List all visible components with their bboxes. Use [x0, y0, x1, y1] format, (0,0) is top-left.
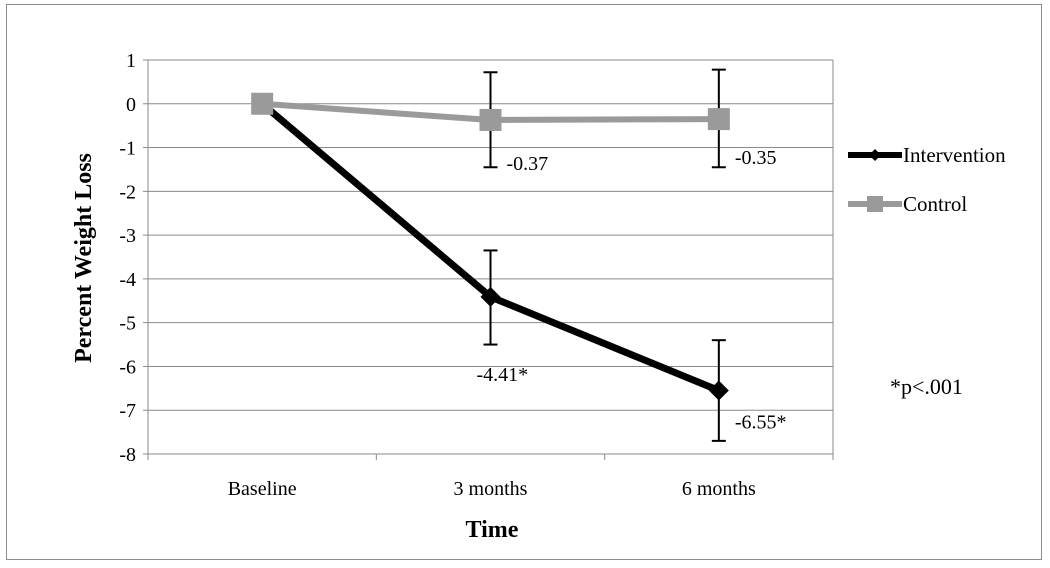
x-tick-label: 3 months	[454, 478, 528, 500]
significance-note: *p<.001	[890, 374, 963, 399]
y-tick-label: 0	[126, 94, 136, 116]
y-tick-label: -5	[119, 313, 136, 335]
data-point-intervention	[480, 286, 501, 307]
legend-label: Control	[903, 192, 967, 216]
legend-marker-intervention	[869, 149, 881, 161]
y-tick-label: -3	[119, 225, 136, 247]
data-point-control	[479, 108, 502, 131]
y-axis-ticks: 1 0 -1 -2 -3 -4 -5 -6 -7 -8	[119, 50, 136, 466]
legend-label: Intervention	[903, 143, 1006, 167]
y-tick-label: -2	[119, 181, 136, 203]
x-axis-ticks: Baseline 3 months 6 months	[228, 478, 756, 500]
y-tick-label: -8	[119, 444, 136, 466]
data-labels: -4.41* -6.55* -0.37 -0.35	[477, 147, 787, 433]
data-point-control	[707, 108, 730, 131]
x-axis-title: Time	[466, 517, 519, 543]
chart-frame	[6, 4, 1042, 560]
data-point-control	[251, 92, 274, 115]
legend: Intervention Control	[848, 143, 1006, 216]
data-label: -4.41*	[477, 364, 529, 386]
y-axis-title: Percent Weight Loss	[71, 153, 97, 363]
y-tick-label: -6	[119, 356, 136, 378]
data-point-intervention	[708, 380, 729, 401]
data-label: -6.55*	[735, 412, 787, 434]
data-label: -0.35	[735, 147, 777, 169]
y-tick-label: 1	[126, 50, 136, 72]
legend-marker-control	[867, 196, 883, 212]
x-tick-label: 6 months	[682, 478, 756, 500]
data-label: -0.37	[507, 153, 549, 175]
y-tick-label: -1	[119, 138, 136, 160]
x-tick-label: Baseline	[228, 478, 297, 500]
y-tick-label: -4	[119, 269, 136, 291]
y-tick-label: -7	[119, 400, 136, 422]
series-markers	[251, 92, 730, 401]
